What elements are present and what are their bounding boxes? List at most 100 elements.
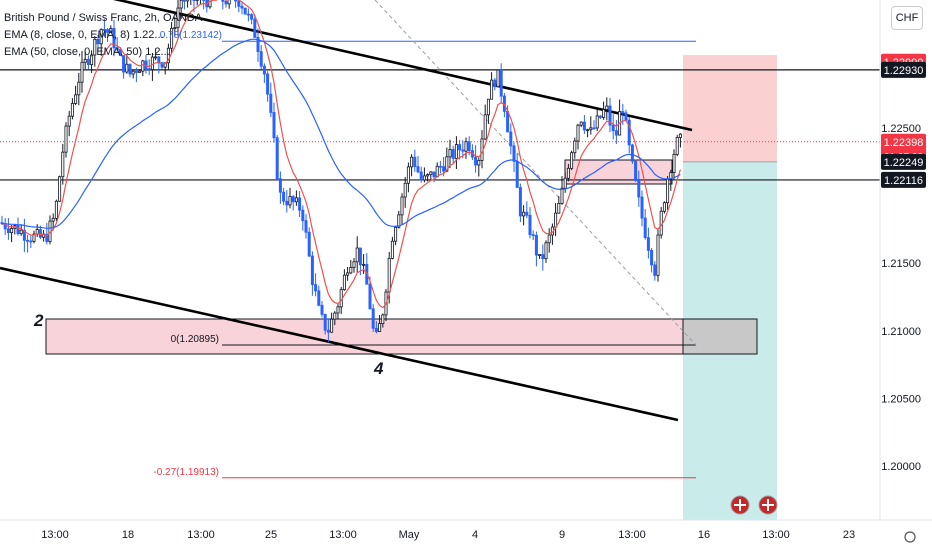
candle-body-33 [106, 29, 110, 33]
x-tick-5: May [399, 529, 420, 541]
candle-body-156 [499, 69, 503, 97]
currency-button[interactable]: CHF [891, 6, 923, 30]
candle-body-181 [579, 121, 583, 126]
candle-body-92 [294, 197, 298, 203]
candle-body-204 [653, 264, 657, 276]
candle-body-40 [128, 63, 132, 75]
candle-body-113 [362, 263, 366, 266]
candle-body-117 [374, 327, 378, 333]
candle-body-44 [141, 60, 145, 72]
candle-body-34 [109, 28, 113, 33]
candle-body-39 [125, 63, 129, 73]
candle-body-182 [582, 121, 586, 131]
candle-body-159 [509, 131, 513, 147]
candle-body-185 [592, 127, 596, 130]
x-tick-11: 23 [843, 529, 855, 541]
candle-body-35 [112, 28, 116, 49]
candle-body-200 [640, 196, 644, 219]
candle-body-138 [442, 166, 446, 172]
x-tick-8: 13:00 [618, 529, 646, 541]
candle-body-25 [80, 61, 84, 83]
candle-body-152 [486, 98, 490, 116]
candle-body-17 [54, 200, 58, 219]
candle-body-55 [176, 7, 180, 29]
legend-ema8: EMA (8, close, 0, EMA, 8) 1.22... [4, 29, 164, 41]
candle-body-207 [662, 202, 666, 212]
candle-body-20 [64, 125, 68, 153]
candle-body-202 [646, 237, 650, 251]
candle-body-146 [467, 141, 471, 151]
candle-body-101 [323, 313, 327, 331]
candle-body-8 [26, 239, 30, 242]
candle-body-108 [346, 272, 350, 276]
candle-body-52 [166, 47, 170, 64]
candle-body-144 [461, 149, 465, 152]
candle-body-105 [336, 306, 340, 314]
candle-body-26 [83, 58, 87, 63]
fib-label-2: -0.27(1.19913) [153, 467, 219, 478]
chart-legend: British Pound / Swiss Franc, 2h, OANDA E… [4, 10, 202, 61]
candle-body-48 [154, 56, 158, 59]
candle-body-3 [10, 228, 14, 234]
candle-body-22 [70, 103, 74, 117]
candle-body-127 [406, 166, 410, 184]
candle-body-125 [400, 196, 404, 216]
candle-body-61 [195, 0, 199, 1]
candle-body-168 [538, 254, 542, 256]
candle-body-112 [358, 247, 362, 266]
candle-body-97 [310, 255, 314, 285]
candle-body-5 [16, 225, 20, 235]
candle-body-103 [330, 318, 334, 333]
candle-body-89 [285, 200, 289, 206]
candle-body-123 [394, 226, 398, 242]
candle-body-121 [387, 257, 391, 293]
candle-body-178 [570, 152, 574, 169]
candle-body-203 [650, 250, 654, 266]
candle-body-79 [253, 18, 257, 38]
candle-body-24 [77, 81, 81, 96]
x-tick-0: 13:00 [41, 529, 69, 541]
candle-body-176 [563, 177, 567, 189]
candle-body-6 [19, 229, 23, 235]
candle-body-116 [371, 308, 375, 329]
candle-body-38 [122, 55, 126, 73]
candle-body-7 [22, 229, 26, 241]
ema50-line [1, 38, 681, 229]
candle-body-36 [115, 47, 119, 50]
candle-body-198 [634, 160, 638, 181]
legend-symbol: British Pound / Swiss Franc, 2h, OANDA [4, 12, 203, 24]
legend-ema50: EMA (50, close, 0, EMA, 50) 1.2... [4, 46, 170, 58]
candle-body-148 [474, 156, 478, 166]
candle-body-95 [304, 220, 308, 233]
y-tick-1: 1.21500 [881, 258, 921, 270]
candle-body-119 [381, 314, 385, 325]
candle-body-87 [278, 178, 282, 193]
candle-body-86 [275, 137, 279, 180]
candle-body-99 [317, 290, 321, 306]
candle-body-115 [368, 283, 372, 310]
candle-body-21 [67, 115, 71, 127]
price-tag-3 [881, 153, 926, 170]
y-tick-3: 1.20500 [881, 393, 921, 405]
ema8-line [1, 0, 681, 309]
candle-body-195 [624, 112, 628, 121]
fib-trend-line [374, 0, 697, 346]
candle-body-10 [32, 233, 36, 242]
candle-body-2 [6, 228, 10, 234]
price-tag-1 [881, 61, 926, 78]
candle-body-98 [314, 284, 318, 292]
candle-body-9 [29, 240, 33, 243]
candle-body-139 [445, 156, 449, 172]
settings-gear-icon[interactable] [904, 531, 916, 543]
x-tick-9: 16 [698, 529, 710, 541]
candle-body-166 [531, 234, 535, 237]
candle-body-137 [438, 165, 442, 168]
candle-body-65 [208, 0, 212, 8]
candle-body-173 [554, 212, 558, 228]
candle-body-151 [483, 114, 487, 140]
candle-body-208 [666, 178, 670, 204]
candle-body-14 [45, 233, 49, 242]
candle-body-153 [490, 79, 494, 100]
